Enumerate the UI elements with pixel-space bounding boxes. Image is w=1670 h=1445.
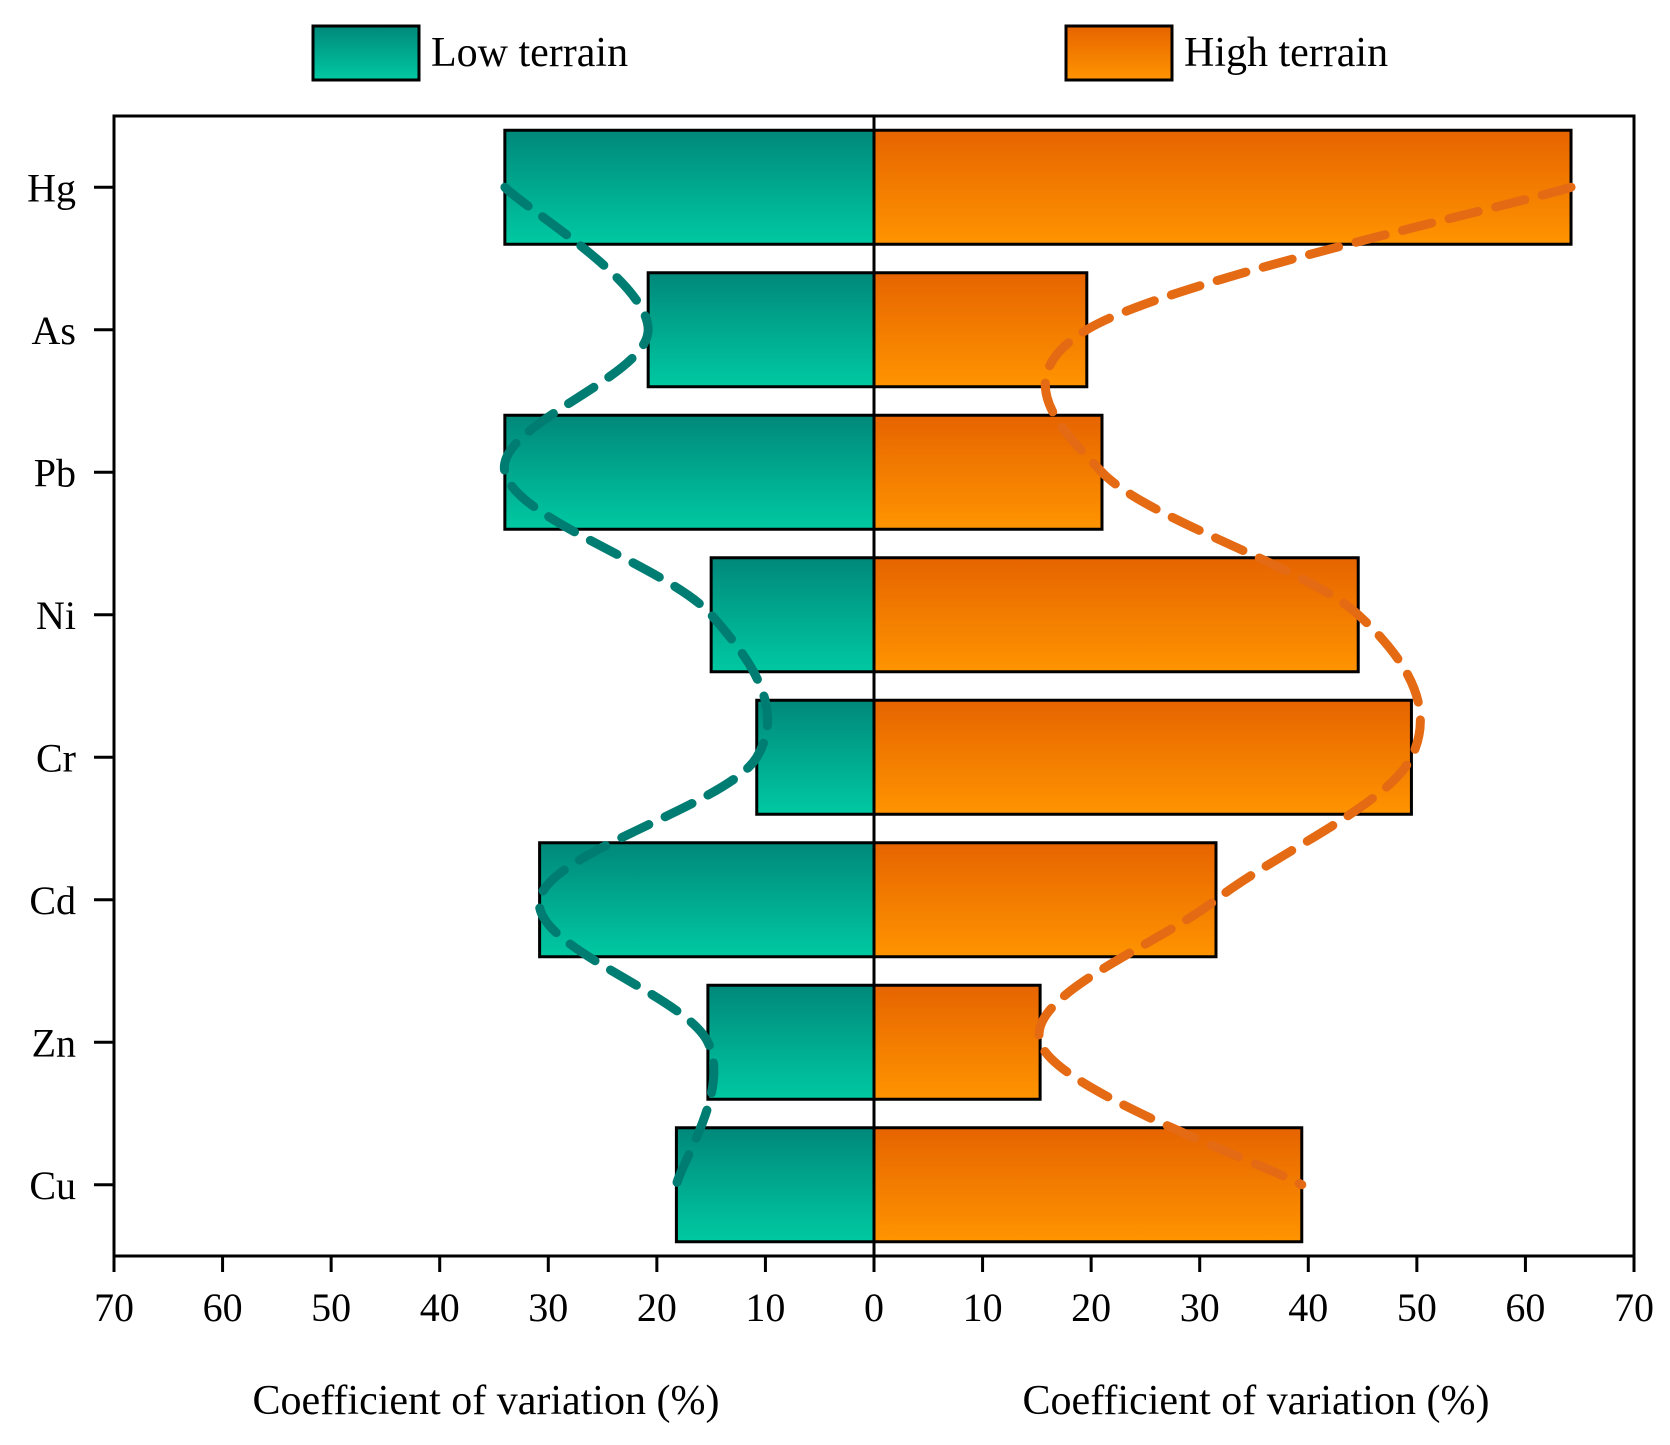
category-label-as: As: [32, 308, 76, 353]
bar-low-ni: [709, 556, 876, 674]
trend-line-low: [500, 182, 773, 1190]
bars-layer: [503, 128, 1573, 1244]
x-tick-label: 60: [1505, 1285, 1545, 1330]
x-axis: 70 60 50 40 30 20 10 0 10 20 30 40 50 60 70: [94, 1256, 1654, 1330]
bar-low-as: [646, 271, 876, 389]
x-tick-label: 30: [528, 1285, 568, 1330]
bar-high-zn: [872, 983, 1042, 1101]
x-tick-label: 50: [311, 1285, 351, 1330]
x-tick-label: 10: [963, 1285, 1003, 1330]
bar-low-pb: [503, 413, 876, 531]
x-axis-title-left: Coefficient of variation (%): [253, 1378, 720, 1424]
x-tick-label: 50: [1397, 1285, 1437, 1330]
x-tick-label: 40: [420, 1285, 460, 1330]
bar-low-hg: [503, 128, 876, 246]
x-tick-label: 10: [745, 1285, 785, 1330]
category-label-cu: Cu: [29, 1163, 76, 1208]
bar-low-zn: [706, 983, 876, 1101]
category-label-hg: Hg: [27, 165, 76, 210]
bar-high-cu: [872, 1126, 1304, 1244]
legend-swatch-high: [1064, 24, 1174, 82]
x-tick-label: 60: [203, 1285, 243, 1330]
trend-lines: [500, 182, 1576, 1190]
legend-label-low: Low terrain: [431, 30, 628, 76]
x-tick-label: 20: [1071, 1285, 1111, 1330]
x-tick-label: 40: [1288, 1285, 1328, 1330]
bar-high-cr: [872, 698, 1413, 816]
legend: Low terrain High terrain: [311, 24, 1388, 82]
x-tick-label: 70: [94, 1285, 134, 1330]
x-tick-label: 20: [637, 1285, 677, 1330]
bar-high-cd: [872, 841, 1218, 959]
trend-line-high: [1034, 182, 1576, 1190]
bar-low-cr: [755, 698, 876, 816]
bar-low-cu: [674, 1126, 876, 1244]
bar-high-hg: [872, 128, 1573, 246]
category-label-cr: Cr: [36, 735, 76, 780]
category-label-cd: Cd: [29, 878, 76, 923]
category-label-ni: Ni: [36, 593, 76, 638]
y-axis: Hg As Pb Ni Cr Cd Zn Cu: [27, 165, 114, 1208]
x-tick-label: 70: [1614, 1285, 1654, 1330]
x-axis-title-right: Coefficient of variation (%): [1023, 1378, 1490, 1424]
category-label-zn: Zn: [32, 1020, 76, 1065]
legend-label-high: High terrain: [1184, 30, 1388, 76]
bar-low-cd: [538, 841, 876, 959]
x-tick-label: 0: [864, 1285, 884, 1330]
bar-high-as: [872, 271, 1089, 389]
category-label-pb: Pb: [34, 450, 76, 495]
x-tick-label: 30: [1180, 1285, 1220, 1330]
legend-swatch-low: [311, 24, 421, 82]
